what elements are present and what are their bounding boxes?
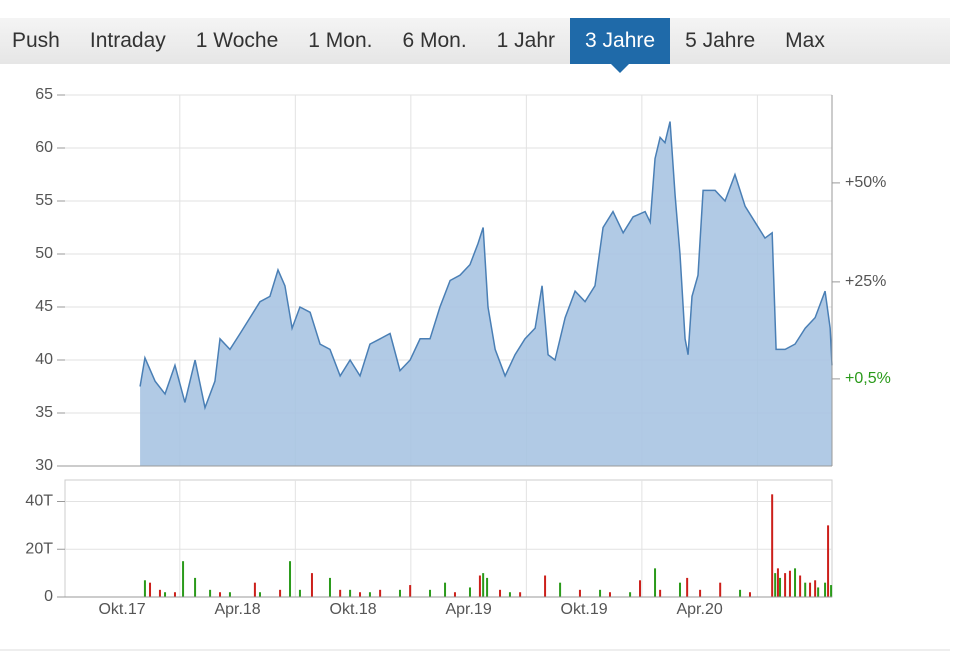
volume-bar [499,589,502,597]
price-area [140,121,832,466]
volume-bar [659,589,662,597]
volume-bar [379,589,382,597]
volume-bar [827,525,830,597]
volume-bar [339,589,342,597]
y-tick-label: 50 [35,245,53,262]
x-tick-label: Okt.19 [561,601,608,618]
range-tab[interactable]: 1 Jahr [496,29,556,52]
y-tick-label: 35 [35,404,53,421]
price-line [139,121,833,411]
volume-bar [228,592,231,597]
y-tick-label: 65 [35,86,53,103]
range-tab[interactable]: 5 Jahre [685,29,756,52]
y-tick-label: 40 [35,351,53,368]
volume-bar [258,592,261,597]
volume-bar [776,568,779,597]
volume-bar [453,592,456,597]
volume-bar [143,580,146,597]
volume-bar [149,582,152,597]
volume-bar [328,577,331,597]
volume-bar [639,580,642,597]
volume-bar [164,592,167,597]
range-tab[interactable]: 6 Mon. [402,29,467,52]
volume-bar [654,568,657,597]
x-tick-label: Apr.18 [214,601,260,618]
volume-bar [799,575,802,597]
volume-bar [739,589,742,597]
y-tick-label: 55 [35,192,53,209]
y-tick-label: 0 [44,588,53,605]
volume-bar [289,561,292,597]
x-tick-label: Okt.17 [98,601,145,618]
change-label: +0,5% [845,370,891,387]
volume-bar [253,582,256,597]
volume-bar [686,577,689,597]
volume-bar [544,575,547,597]
y-tick-label: 45 [35,298,53,315]
volume-bar [719,582,722,597]
range-tab[interactable]: 1 Woche [195,29,279,52]
volume-bar [578,589,581,597]
volume-bar [678,582,681,597]
volume-bar [298,589,301,597]
volume-bar [748,592,751,597]
range-tab[interactable]: 1 Mon. [308,29,373,52]
volume-bar [784,573,787,597]
volume-bar [349,589,352,597]
volume-bar [559,582,562,597]
volume-bar [774,573,777,597]
x-tick-label: Okt.18 [330,601,377,618]
volume-bar [699,589,702,597]
volume-bar [599,589,602,597]
range-tab[interactable]: 3 Jahre [570,18,671,73]
y2-tick-label: +25% [845,273,886,290]
x-tick-label: Apr.20 [676,601,722,618]
range-tab[interactable]: Max [785,29,825,52]
y-tick-label: 40T [25,493,53,510]
volume-bar [794,568,797,597]
volume-bar [519,592,522,597]
volume-bar [486,577,489,597]
volume-bar [219,592,222,597]
volume-bar [788,570,791,597]
y2-tick-label: +50% [845,174,886,191]
volume-bar [468,587,471,597]
volume-bar [368,592,371,597]
range-tab[interactable]: Intraday [89,29,166,52]
volume-bar [409,585,412,597]
volume-bar [830,585,833,597]
x-tick-label: Apr.19 [445,601,491,618]
volume-bar [629,592,632,597]
volume-bar [194,577,197,597]
volume-bar [359,592,362,597]
range-tab[interactable]: Push [12,29,60,52]
volume-bar [209,589,212,597]
volume-bar [482,573,485,597]
volume-bar [608,592,611,597]
volume-bar [444,582,447,597]
range-tabs: Push Intraday 1 Woche 1 Mon. 6 Mon. 1 Jahr 3 J… [0,18,950,73]
y-tick-label: 60 [35,139,53,156]
volume-bar [817,587,820,597]
volume-bar [398,589,401,597]
volume-bar [779,577,782,597]
volume-bar [279,589,282,597]
volume-bar [814,580,817,597]
volume-bar [508,592,511,597]
volume-bar [809,582,812,597]
y-tick-label: 30 [35,457,53,474]
volume-bar [429,589,432,597]
volume-bar [173,592,176,597]
volume-bar [182,561,185,597]
volume-bar [771,494,774,597]
volume-bar [804,582,807,597]
volume-bar [478,575,481,597]
y-tick-label: 20T [25,540,53,557]
volume-bar [824,582,827,597]
volume-bar [310,573,313,597]
volume-bar [158,589,161,597]
